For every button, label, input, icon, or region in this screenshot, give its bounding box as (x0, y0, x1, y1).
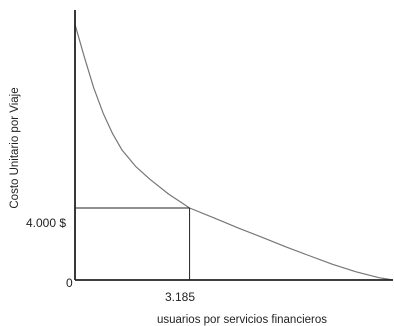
x-axis-label: usuarios por servicios financieros (157, 314, 327, 326)
y-tick-label-4000: 4.000 $ (26, 216, 66, 230)
origin-label: 0 (66, 276, 73, 290)
cost-curve-line (74, 24, 394, 281)
x-tick-label-3185: 3.185 (165, 290, 195, 304)
y-axis-label: Costo Unitario por Viaje (9, 87, 21, 208)
chart-marks (74, 24, 394, 281)
